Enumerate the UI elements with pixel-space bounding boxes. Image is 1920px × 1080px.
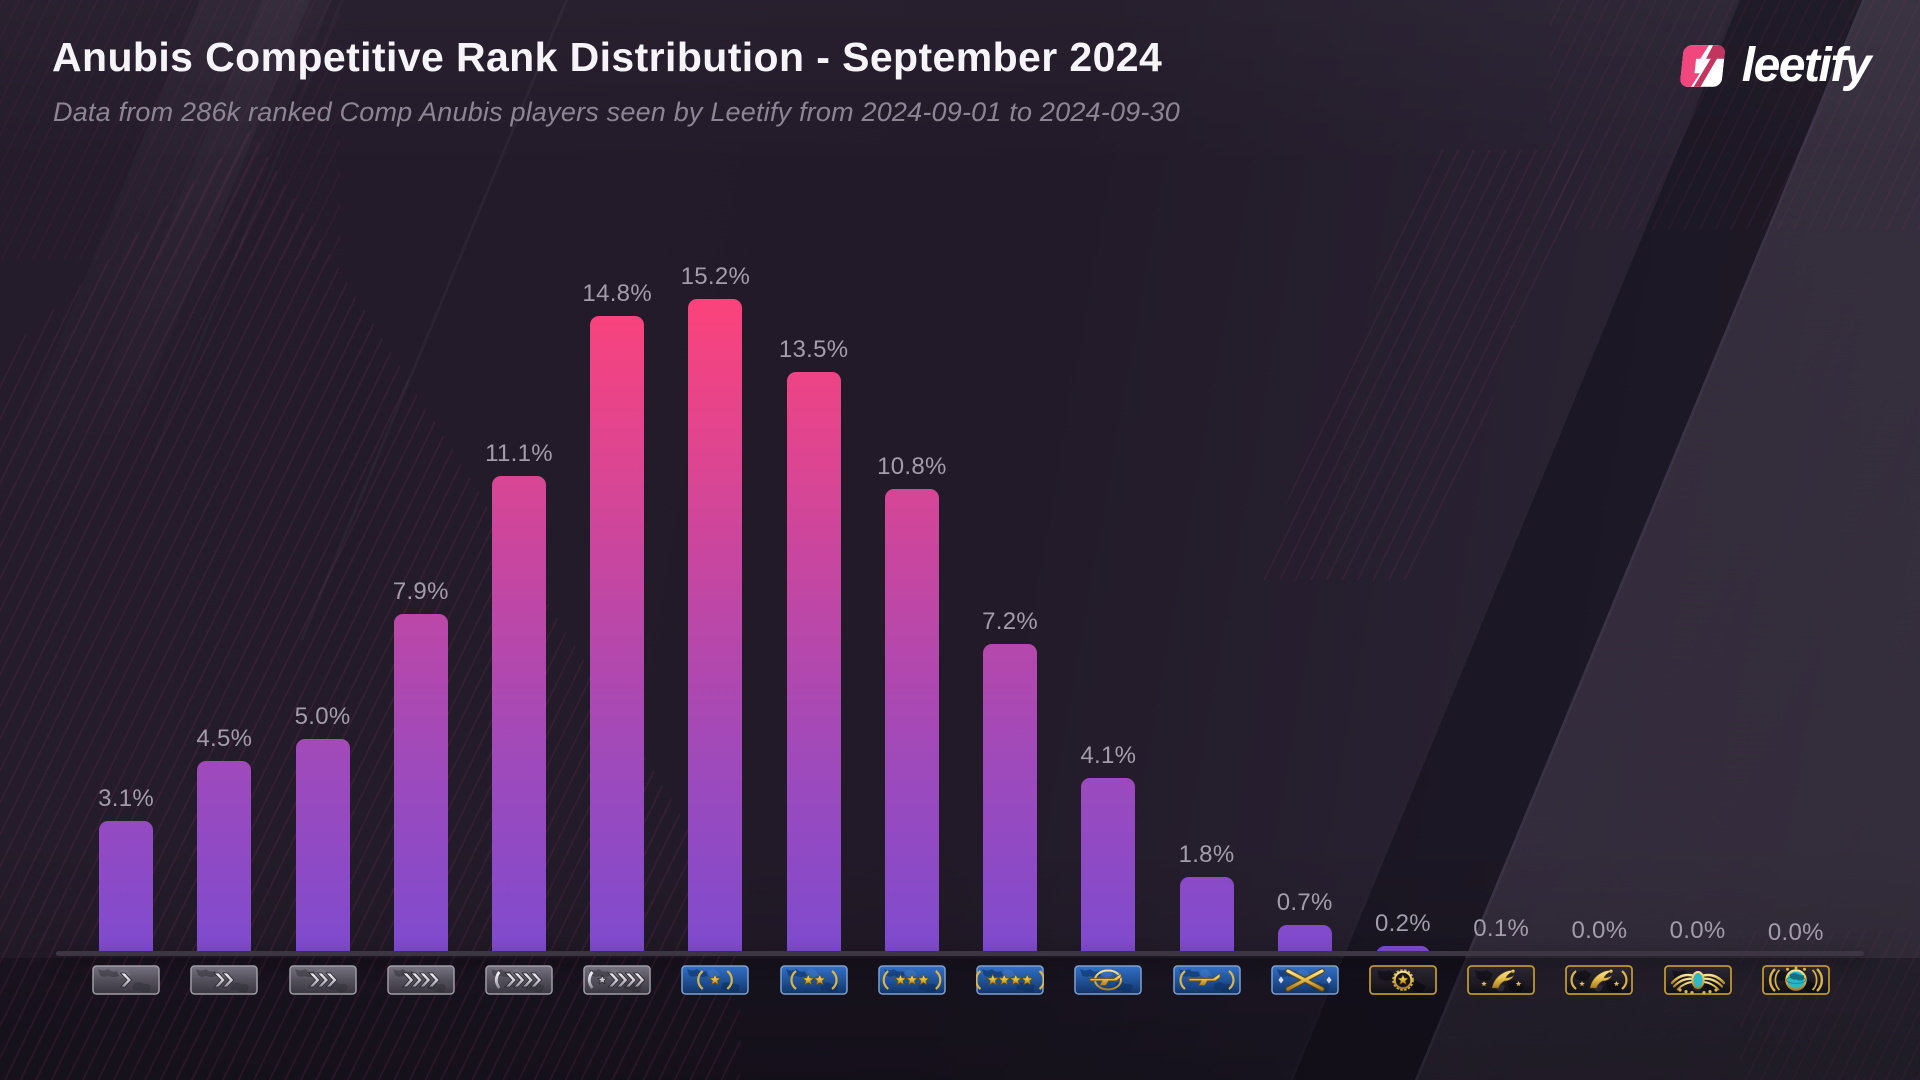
bar-gold-nova-iii <box>884 489 939 955</box>
silver-3-rank-icon <box>273 965 371 995</box>
bar-value-label: 0.0% <box>1571 917 1628 944</box>
bar-silver-iii <box>295 739 350 955</box>
legendary-eagle-master-rank-icon <box>1550 965 1648 995</box>
bar-value-label: 1.8% <box>1178 841 1235 868</box>
bar-value-label: 0.0% <box>1669 917 1726 944</box>
silver-4-rank-icon <box>372 965 470 995</box>
bar-master-guardian-ii <box>1179 877 1234 955</box>
bar-silver-ii <box>197 761 252 955</box>
page-subtitle: Data from 286k ranked Comp Anubis player… <box>53 97 1181 127</box>
bar-value-label: 13.5% <box>778 336 849 363</box>
bar-gold-nova-i <box>688 299 743 955</box>
bar-column-gold-nova-iii: 10.8% <box>863 140 961 955</box>
gold-nova-3-rank-icon <box>863 965 961 995</box>
bar-value-label: 10.8% <box>877 453 947 480</box>
bar-distinguished-master-guardian <box>1375 946 1430 955</box>
bar-value-label: 15.2% <box>680 263 751 290</box>
bar-value-label: 0.1% <box>1473 915 1530 942</box>
bar-value-label: 0.0% <box>1767 919 1824 946</box>
bar-column-silver-elite: 11.1% <box>470 140 568 955</box>
bar-column-the-global-elite: 0.0% <box>1747 140 1845 955</box>
bar-column-master-guardian-i: 4.1% <box>1059 140 1157 955</box>
bar-gold-nova-ii <box>786 372 841 955</box>
bar-column-gold-nova-i: 15.2% <box>666 140 764 955</box>
bar-column-silver-elite-master: 14.8% <box>568 140 666 955</box>
bar-master-guardian-i <box>1081 778 1136 955</box>
bar-column-silver-i: 3.1% <box>77 140 175 955</box>
master-guardian-1-rank-icon <box>1059 965 1157 995</box>
bar-column-distinguished-master-guardian: 0.2% <box>1354 140 1452 955</box>
bar-master-guardian-elite <box>1277 925 1332 955</box>
bar-column-silver-iv: 7.9% <box>372 140 470 955</box>
gold-nova-2-rank-icon <box>765 965 863 995</box>
bar-value-label: 0.7% <box>1276 889 1333 916</box>
bar-column-legendary-eagle-master: 0.0% <box>1550 140 1648 955</box>
leetify-logo-icon <box>1679 44 1726 87</box>
page-title: Anubis Competitive Rank Distribution - S… <box>52 34 1163 80</box>
bar-column-supreme-master-first-class: 0.0% <box>1649 140 1747 955</box>
bar-silver-i <box>99 821 154 955</box>
badge-row <box>77 965 1845 995</box>
leetify-logo-text: leetify <box>1741 39 1872 92</box>
bar-silver-elite-master <box>590 316 645 955</box>
bar-column-master-guardian-ii: 1.8% <box>1157 140 1255 955</box>
bar-column-legendary-eagle: 0.1% <box>1452 140 1550 955</box>
gold-nova-1-rank-icon <box>666 965 764 995</box>
bar-silver-iv <box>393 614 448 955</box>
bar-value-label: 14.8% <box>582 280 652 307</box>
silver-elite-rank-icon <box>470 965 568 995</box>
bar-value-label: 3.1% <box>98 785 155 812</box>
bar-column-master-guardian-elite: 0.7% <box>1256 140 1354 955</box>
master-guardian-elite-rank-icon <box>1256 965 1354 995</box>
legendary-eagle-rank-icon <box>1452 965 1550 995</box>
bar-gold-nova-master <box>983 644 1038 955</box>
silver-elite-master-rank-icon <box>568 965 666 995</box>
bar-value-label: 4.1% <box>1080 742 1137 769</box>
bar-value-label: 7.9% <box>392 578 449 605</box>
master-guardian-2-rank-icon <box>1157 965 1255 995</box>
x-axis-line <box>56 951 1864 956</box>
bar-value-label: 7.2% <box>982 608 1039 635</box>
bar-value-label: 5.0% <box>294 703 351 730</box>
bar-column-silver-iii: 5.0% <box>273 140 371 955</box>
bar-column-silver-ii: 4.5% <box>175 140 273 955</box>
bar-value-label: 4.5% <box>196 725 253 752</box>
gold-nova-master-rank-icon <box>961 965 1059 995</box>
the-global-elite-rank-icon <box>1747 965 1845 995</box>
bar-column-gold-nova-master: 7.2% <box>961 140 1059 955</box>
leetify-logo: leetify <box>1679 38 1872 93</box>
bar-silver-elite <box>491 476 546 955</box>
silver-1-rank-icon <box>77 965 175 995</box>
bar-value-label: 0.2% <box>1375 910 1431 937</box>
bar-column-gold-nova-ii: 13.5% <box>765 140 863 955</box>
plot-area: 3.1% 4.5% 5.0% 7.9% 11.1% 14.8% 15.2% 13.5% 10.8… <box>77 140 1845 955</box>
bar-value-label: 11.1% <box>485 440 553 467</box>
silver-2-rank-icon <box>175 965 273 995</box>
supreme-master-first-class-rank-icon <box>1649 965 1747 995</box>
distinguished-master-guardian-rank-icon <box>1354 965 1452 995</box>
